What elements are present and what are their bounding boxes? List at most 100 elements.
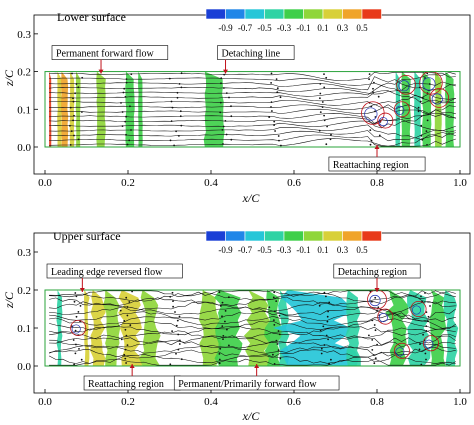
streamline [49,104,456,114]
streamline-arrow [221,315,223,318]
streamline-arrow [323,86,326,89]
streamline-arrow [125,78,128,80]
contour-band [434,71,442,147]
streamline-arrow [80,358,83,361]
streamline-arrow [128,139,131,142]
streamline-arrow [180,358,183,361]
streamline [49,333,456,348]
annotation-text: Leading edge reversed flow [51,267,163,278]
streamline-arrow [268,306,271,309]
streamline-arrow [221,301,224,304]
streamline-arrow [420,115,423,117]
streamline-arrow [225,92,228,94]
streamline-arrow [125,133,127,136]
streamline-arrow [123,353,126,356]
streamline-arrow [374,357,377,360]
streamline-arrow [174,311,176,313]
streamline-arrow [419,100,422,103]
streamline-arrow [79,305,82,307]
streamline-arrow [321,101,324,103]
streamline-arrow [176,319,179,322]
streamline-arrow [176,96,179,99]
streamline-arrow [124,357,127,360]
colorbar-tick-label: -0.5 [257,23,272,33]
streamline-arrow [369,129,372,132]
streamline-arrow [376,343,378,346]
streamline-arrow [121,125,124,127]
colorbar-tick-label: -0.7 [238,245,253,255]
streamline [49,358,456,366]
contour-band [272,290,359,366]
annotation-arrowhead [79,288,85,292]
x-tick-label: 0.6 [287,177,301,189]
streamline-arrow [276,91,279,93]
vortex-core [71,324,81,334]
streamline [49,318,456,332]
streamline-arrow [321,106,324,108]
annotation-text: Permanent forward flow [56,49,155,60]
streamline-arrow [180,72,183,75]
streamline-arrow [179,115,182,118]
streamline-arrow [368,73,371,75]
streamline-arrow [422,97,424,99]
streamline-arrow [270,101,273,103]
streamline-arrow [218,358,221,361]
streamline-arrow [277,330,280,332]
streamline [49,347,456,363]
streamline-arrow [124,328,127,331]
streamline [49,85,456,100]
colorbar-swatch [342,230,363,242]
streamline-arrow [168,77,171,80]
streamline [49,290,456,300]
vortex-core [424,339,434,349]
streamline [49,295,456,307]
streamline-arrow [270,106,272,108]
streamline-arrow [268,116,271,118]
streamline-arrow [318,129,321,132]
streamline-arrow [69,124,71,127]
streamline-arrow [77,138,80,141]
streamline-arrow [220,77,223,80]
upper-panel-title: Upper surface [53,229,121,243]
upper-x-axis-label: x/C [242,409,261,423]
annotation-arrowhead [374,288,380,292]
streamline-arrow [130,73,133,76]
vortex-marker [422,335,439,352]
streamline-arrow [420,295,422,298]
streamline-arrow [230,115,233,118]
colorbar-tick-label: -0.1 [296,23,310,33]
streamline-arrow [224,320,226,323]
streamline-arrow [319,83,322,85]
streamline-arrow [129,324,132,327]
lower-colorbar: -0.9 -0.7 -0.5 -0.3 -0.1 0.1 0.3 0.5 [205,8,382,33]
contour-band [75,71,81,147]
streamline-arrow [428,83,431,85]
vortex-marker [393,342,410,359]
streamline-arrow [126,314,129,317]
colorbar-swatch [205,8,226,20]
colorbar-swatch [322,8,343,20]
streamline-arrow [319,92,322,95]
vortex-marker [377,308,394,325]
streamline-arrow [69,144,72,146]
streamline-arrow [123,320,126,322]
y-tick-label: 0.1 [17,323,31,335]
streamline-arrow [73,134,75,137]
streamline-arrow [426,72,429,75]
streamline-arrow [119,309,122,312]
annotation-text: Reattaching region [333,160,409,171]
colorbar-tick-label: -0.3 [277,245,292,255]
streamline-arrow [126,306,129,308]
streamline-arrow [273,124,275,126]
streamline-arrow [429,305,431,307]
contour-band [401,71,411,147]
upper-surface-panel: 0.0 0.2 0.4 0.6 0.8 1.0 0.0 0.1 0.2 0.3 Upper sur… [2,229,471,423]
streamline-arrow [323,114,325,117]
upper-annotations: Leading edge reversed flow Detaching regi… [46,263,421,391]
streamline [49,132,456,147]
streamline-arrow [77,86,80,89]
streamline-arrow [277,349,280,351]
streamline-arrow [372,91,374,93]
streamline-arrow [230,105,232,108]
colorbar-swatch [303,8,324,20]
